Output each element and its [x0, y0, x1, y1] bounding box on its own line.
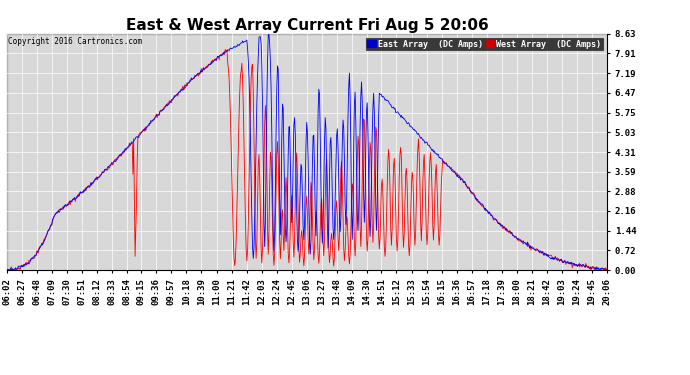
Text: Copyright 2016 Cartronics.com: Copyright 2016 Cartronics.com: [8, 37, 141, 46]
Title: East & West Array Current Fri Aug 5 20:06: East & West Array Current Fri Aug 5 20:0…: [126, 18, 489, 33]
Legend: East Array  (DC Amps), West Array  (DC Amps): East Array (DC Amps), West Array (DC Amp…: [366, 38, 603, 50]
